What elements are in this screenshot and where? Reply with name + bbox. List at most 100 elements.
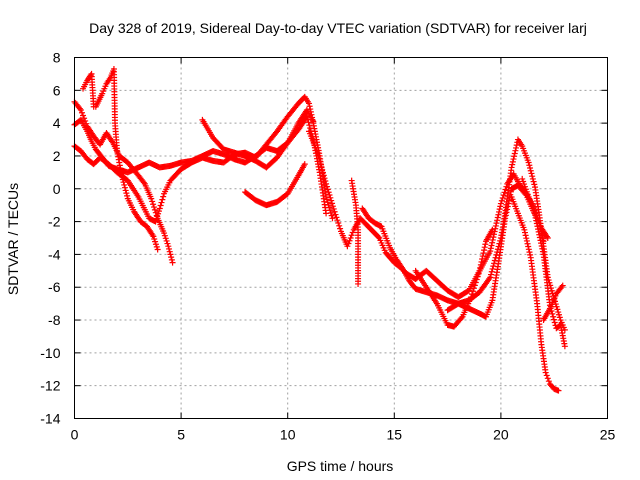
data-point xyxy=(140,179,147,186)
data-point xyxy=(504,203,511,210)
data-point xyxy=(528,170,535,177)
data-point xyxy=(328,197,335,204)
data-point xyxy=(152,238,159,245)
data-point xyxy=(523,237,530,244)
data-point xyxy=(121,184,128,191)
data-point xyxy=(507,188,514,195)
data-point xyxy=(488,271,495,278)
data-point xyxy=(475,270,482,277)
data-point xyxy=(90,103,97,110)
data-point xyxy=(523,235,530,242)
data-point xyxy=(159,196,166,203)
data-point xyxy=(529,173,536,180)
data-point xyxy=(476,267,483,274)
data-point xyxy=(525,159,532,166)
data-point xyxy=(168,254,175,261)
data-point xyxy=(539,248,546,255)
data-point xyxy=(558,283,565,290)
data-point xyxy=(123,190,130,197)
data-point xyxy=(327,207,334,214)
data-point xyxy=(151,235,158,242)
data-point xyxy=(323,180,330,187)
data-point xyxy=(550,313,557,320)
data-point xyxy=(526,162,533,169)
data-point xyxy=(329,203,336,210)
data-point xyxy=(150,204,157,211)
data-point xyxy=(555,311,562,318)
y-tick-label: -8 xyxy=(48,312,61,328)
data-point xyxy=(561,343,568,350)
data-point xyxy=(323,193,330,200)
y-tick-label: 6 xyxy=(53,82,61,98)
data-point xyxy=(326,204,333,211)
data-point xyxy=(542,369,549,376)
data-point xyxy=(487,274,494,281)
data-point xyxy=(544,375,551,382)
data-point xyxy=(505,200,512,207)
data-point xyxy=(154,246,161,253)
data-point xyxy=(321,175,328,182)
data-point xyxy=(347,235,354,241)
data-point xyxy=(157,202,164,209)
data-point xyxy=(121,181,128,188)
data-point xyxy=(120,179,127,186)
data-point xyxy=(348,232,355,239)
data-point xyxy=(498,197,505,204)
data-point xyxy=(543,372,550,379)
data-point xyxy=(539,245,546,252)
data-point xyxy=(495,211,502,218)
data-point xyxy=(305,119,312,126)
data-point xyxy=(492,222,499,229)
data-point xyxy=(482,241,489,248)
data-point xyxy=(550,316,557,323)
data-point xyxy=(327,209,334,216)
y-tick-label: -4 xyxy=(48,246,61,262)
data-point xyxy=(349,229,356,236)
data-point xyxy=(549,310,556,317)
data-point xyxy=(468,294,475,301)
data-point xyxy=(526,249,533,256)
data-point xyxy=(553,303,560,310)
data-point xyxy=(477,264,484,271)
data-point xyxy=(325,201,332,208)
data-marks xyxy=(71,65,568,394)
data-point xyxy=(324,199,331,206)
data-point xyxy=(150,201,157,208)
data-point xyxy=(479,256,486,263)
data-point xyxy=(344,243,351,250)
data-point xyxy=(163,237,170,244)
data-point xyxy=(317,161,324,168)
data-point xyxy=(80,112,87,119)
data-point xyxy=(536,231,543,238)
y-tick-label: 2 xyxy=(53,148,61,164)
data-point xyxy=(148,195,155,202)
data-point xyxy=(118,171,125,178)
y-tick-label: -2 xyxy=(48,214,61,230)
data-point xyxy=(458,314,465,321)
data-point xyxy=(480,250,487,257)
y-tick-label: -14 xyxy=(40,411,60,427)
data-point xyxy=(469,288,476,295)
data-point xyxy=(310,118,317,125)
data-point xyxy=(167,251,174,258)
x-tick-label: 5 xyxy=(177,427,185,443)
data-point xyxy=(479,253,486,260)
series-track-7 xyxy=(242,161,308,209)
data-point xyxy=(535,228,542,235)
y-tick-label: 8 xyxy=(53,50,61,66)
data-point xyxy=(119,173,126,180)
data-point xyxy=(496,206,503,213)
data-point xyxy=(323,196,330,203)
data-point xyxy=(316,155,323,162)
data-point xyxy=(346,237,353,244)
data-point xyxy=(492,225,499,232)
series-track-5 xyxy=(80,70,97,110)
data-point xyxy=(318,163,325,170)
series-track-13 xyxy=(508,193,562,394)
data-point xyxy=(506,197,513,204)
y-tick-label: -6 xyxy=(48,279,61,295)
data-point xyxy=(497,200,504,207)
data-point xyxy=(509,158,516,165)
series-track-9 xyxy=(348,177,362,287)
